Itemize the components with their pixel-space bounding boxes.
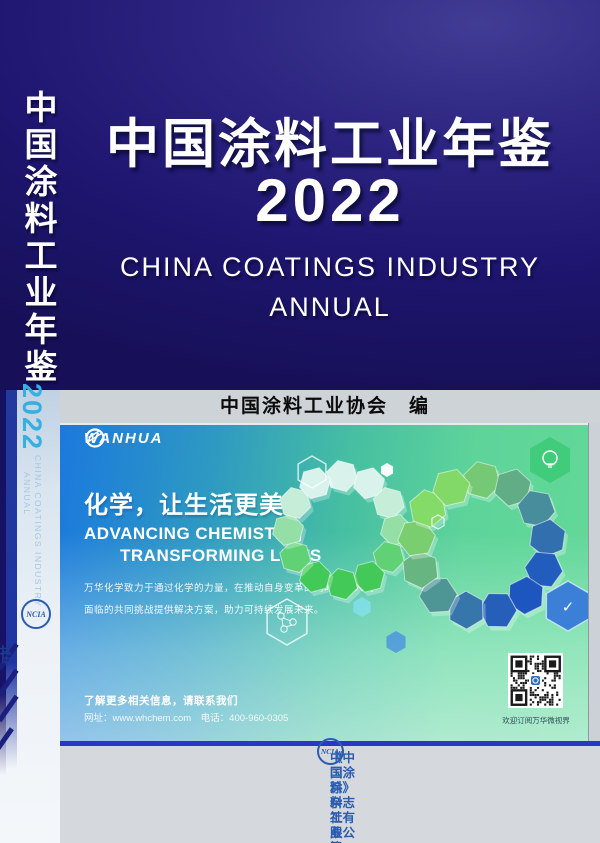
cover-subtitle-line1: CHINA COATINGS INDUSTRY <box>119 252 541 282</box>
spine-org: 中国涂料工业协会 <box>0 645 11 662</box>
ncia-logo-text: NCIA <box>26 609 46 619</box>
svg-text:✓: ✓ <box>562 599 575 616</box>
ncia-logo-icon: NCIA <box>21 599 51 629</box>
spine-edge-strip <box>0 390 6 775</box>
qr-code <box>508 653 563 708</box>
wanhua-ad-banner: WANHUA 化学，让生活更美好 ADVANCING CHEMISTRY, TR… <box>60 423 591 741</box>
stripe <box>0 668 19 697</box>
spine-diagonal-stripes <box>0 642 22 760</box>
ad-slogan-en-line2: TRANSFORMING LIVES <box>120 546 322 565</box>
ncia-logo-text: NCIA <box>320 746 340 756</box>
cover-subtitle-line2: ANNUAL <box>269 292 391 322</box>
editor-band: 中国涂料工业协会 编 <box>0 390 600 423</box>
stripe <box>0 694 19 723</box>
ncia-logo-icon: NCIA <box>316 737 344 765</box>
editor-line: 中国涂料工业协会 编 <box>219 396 430 417</box>
wanhua-brand-text: WANHUA <box>84 429 164 447</box>
page-edge-strip <box>588 423 600 741</box>
spine-publisher: 《中国涂料》杂志社有限公司 <box>0 645 12 666</box>
spine-blue-band <box>6 390 17 768</box>
footer-publisher: 《中国涂料》杂志社有限公司 <box>330 751 356 843</box>
qr-caption: 欢迎订阅万华微视界 <box>502 716 570 725</box>
ad-slogan-en-line1: ADVANCING CHEMISTRY, <box>84 524 303 543</box>
ad-contact-details: 网址：www.whchem.com 电话：400-960-0305 <box>84 713 289 724</box>
ad-contact-heading: 了解更多相关信息，请联系我们 <box>84 695 238 707</box>
spine-subtitle-line2: ANNUAL <box>22 472 32 516</box>
ad-body-line2: 面临的共同挑战提供解决方案，助力可持续发展未来。 <box>84 605 325 616</box>
spine-title: 中国涂料工业年鉴 <box>20 90 57 386</box>
cover-year: 2022 <box>255 167 405 234</box>
stripe <box>0 727 14 750</box>
wanhua-logo-icon <box>85 428 105 448</box>
ad-body-line1: 万华化学致力于通过化学的力量，在推动自身变革的同时，为人类 <box>84 583 375 594</box>
spine-subtitle-line1: CHINA COATINGS INDUSTRY <box>33 455 43 608</box>
hexagon-infinity-art: ✓ <box>266 437 591 653</box>
front-cover-top: 中国涂料工业年鉴 2022 CHINA COATINGS INDUSTRY AN… <box>0 0 600 390</box>
footer-bar: NCIA 中 国 涂 料 工 业 协 会 《中国涂料》杂志社有限公司 <box>60 737 600 843</box>
footer-org: 中 国 涂 料 工 业 协 会 <box>330 751 344 843</box>
spine-year: 2022 <box>17 383 47 452</box>
ad-slogan-cn: 化学，让生活更美好 <box>84 492 309 519</box>
cover-title: 中国涂料工业年鉴 <box>106 115 554 174</box>
